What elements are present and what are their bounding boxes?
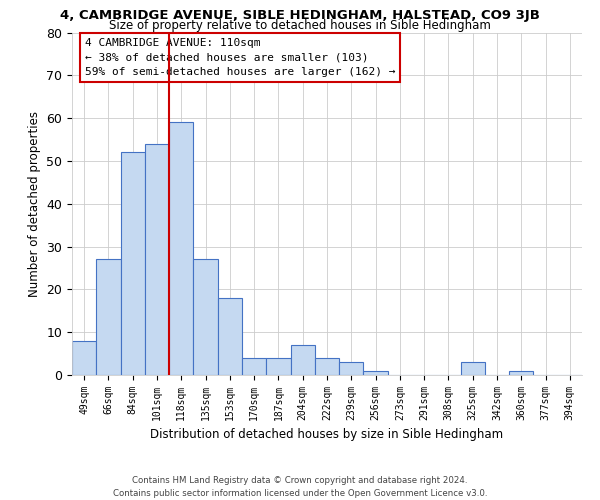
Text: 4, CAMBRIDGE AVENUE, SIBLE HEDINGHAM, HALSTEAD, CO9 3JB: 4, CAMBRIDGE AVENUE, SIBLE HEDINGHAM, HA… xyxy=(60,9,540,22)
Bar xyxy=(242,358,266,375)
Bar xyxy=(169,122,193,375)
Y-axis label: Number of detached properties: Number of detached properties xyxy=(28,111,41,296)
Bar xyxy=(290,345,315,375)
Bar xyxy=(96,260,121,375)
Bar xyxy=(266,358,290,375)
Text: Size of property relative to detached houses in Sible Hedingham: Size of property relative to detached ho… xyxy=(109,19,491,32)
X-axis label: Distribution of detached houses by size in Sible Hedingham: Distribution of detached houses by size … xyxy=(151,428,503,442)
Text: 4 CAMBRIDGE AVENUE: 110sqm
← 38% of detached houses are smaller (103)
59% of sem: 4 CAMBRIDGE AVENUE: 110sqm ← 38% of deta… xyxy=(85,38,395,77)
Bar xyxy=(218,298,242,375)
Bar xyxy=(315,358,339,375)
Bar xyxy=(339,362,364,375)
Bar xyxy=(121,152,145,375)
Bar xyxy=(145,144,169,375)
Bar xyxy=(193,260,218,375)
Bar xyxy=(364,370,388,375)
Bar xyxy=(461,362,485,375)
Text: Contains HM Land Registry data © Crown copyright and database right 2024.
Contai: Contains HM Land Registry data © Crown c… xyxy=(113,476,487,498)
Bar xyxy=(509,370,533,375)
Bar xyxy=(72,341,96,375)
